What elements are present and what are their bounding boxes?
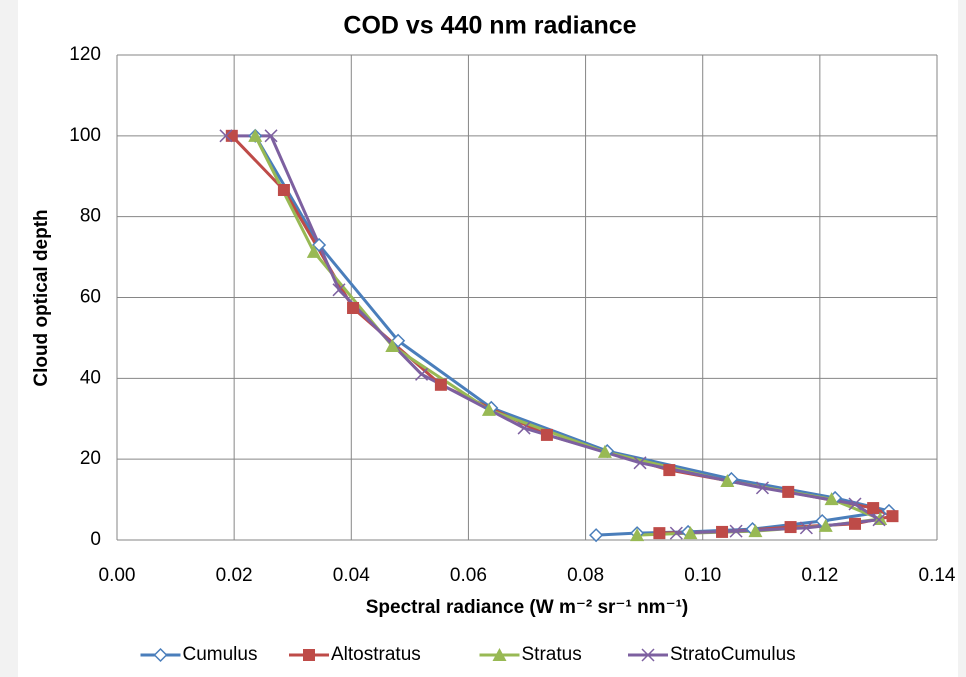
marker [248,128,263,142]
y-tick-label: 120 [69,44,101,65]
x-tick-label: 0.08 [567,565,604,586]
marker [385,339,400,352]
x-tick-label: 0.04 [333,565,370,586]
marker [867,502,880,515]
y-tick-label: 80 [80,206,101,227]
legend-label: StratoCumulus [670,644,796,665]
marker [312,237,327,253]
marker [886,510,899,523]
marker [663,464,676,477]
legend-label: Altostratus [331,644,421,665]
marker [540,428,553,441]
legend-label: Cumulus [183,644,258,665]
x-tick-label: 0.00 [99,565,136,586]
marker [517,421,531,435]
marker [219,129,233,143]
legend-marker [492,648,507,661]
marker [818,518,833,532]
legend-marker [641,648,655,662]
marker [848,497,862,511]
marker [332,283,346,297]
marker [630,528,645,542]
marker [748,524,763,538]
marker [716,525,729,538]
marker [264,129,278,143]
y-axis-label: Cloud optical depth [31,209,52,386]
legend-marker [303,649,315,661]
marker [729,524,743,538]
marker [481,402,496,416]
chart-area [18,0,958,677]
y-tick-label: 20 [80,448,101,469]
marker [347,302,360,315]
y-tick-label: 100 [69,125,101,146]
marker [720,473,735,487]
marker [755,481,769,495]
marker [589,528,604,543]
marker [391,333,406,348]
marker [306,244,321,258]
marker [784,521,797,534]
marker [669,526,683,540]
marker [225,129,238,142]
marker [277,183,290,196]
x-tick-label: 0.06 [450,565,487,586]
y-tick-label: 0 [90,529,101,550]
marker [872,513,886,527]
x-tick-label: 0.14 [919,565,956,586]
marker [653,527,666,540]
marker [799,521,813,535]
marker [849,517,861,530]
y-tick-label: 60 [80,287,101,308]
marker [782,485,795,498]
chart-title: COD vs 440 nm radiance [343,12,636,40]
marker [824,492,839,506]
x-tick-label: 0.10 [684,565,721,586]
legend-label: Stratus [522,644,582,665]
x-axis-label: Spectral radiance (W m⁻² sr⁻¹ nm⁻¹) [366,597,689,618]
marker [434,378,447,391]
marker [597,444,612,458]
x-tick-label: 0.02 [216,565,253,586]
legend-marker [153,647,168,663]
marker [633,456,647,470]
marker [415,367,429,381]
marker [683,526,698,540]
x-tick-label: 0.12 [801,565,838,586]
y-tick-label: 40 [80,367,101,388]
